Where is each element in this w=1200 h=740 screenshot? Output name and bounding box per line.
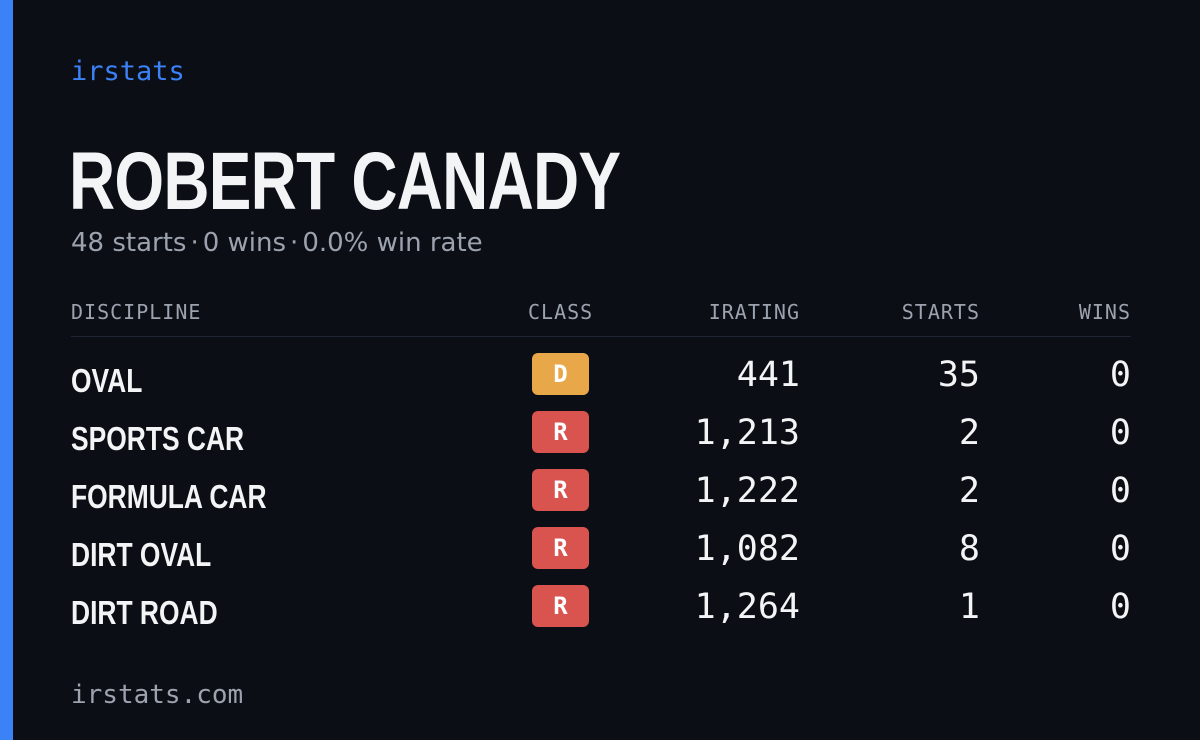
header-irating: IRATING	[708, 300, 800, 324]
license-class-badge: R	[532, 411, 589, 453]
wins-value: 0	[1109, 529, 1131, 569]
win-rate: 0.0% win rate	[302, 228, 483, 258]
discipline-name: DIRT OVAL	[71, 536, 212, 573]
brand-logo-text: irstats	[71, 56, 185, 87]
wins-count: 0 wins	[202, 228, 287, 258]
starts-count: 48 starts	[71, 228, 187, 258]
header-class: CLASS	[528, 300, 594, 324]
table-row: DIRT ROAD R 1,264 1 0	[71, 585, 1131, 643]
discipline-name: DIRT ROAD	[71, 594, 218, 631]
header-wins: WINS	[1078, 300, 1131, 324]
wins-value: 0	[1109, 471, 1131, 511]
table-body: OVAL D 441 35 0 SPORTS CAR R 1,213 2 0 F…	[71, 337, 1131, 643]
header-discipline: DISCIPLINE	[71, 300, 202, 324]
irating-value: 1,264	[694, 587, 800, 627]
wins-value: 0	[1109, 355, 1131, 395]
wins-value: 0	[1109, 587, 1131, 627]
irating-value: 1,082	[694, 529, 800, 569]
table-row: FORMULA CAR R 1,222 2 0	[71, 469, 1131, 527]
discipline-name: SPORTS CAR	[71, 420, 245, 457]
starts-value: 35	[937, 355, 980, 395]
discipline-name: FORMULA CAR	[71, 478, 267, 515]
discipline-name: OVAL	[71, 362, 143, 399]
separator: ·	[190, 228, 199, 258]
license-class-badge: R	[532, 469, 589, 511]
table-row: DIRT OVAL R 1,082 8 0	[71, 527, 1131, 585]
license-class-badge: R	[532, 527, 589, 569]
stats-table: DISCIPLINE CLASS IRATING STARTS WINS OVA…	[71, 298, 1131, 643]
player-summary: 48 starts · 0 wins · 0.0% win rate	[71, 228, 483, 258]
separator: ·	[290, 228, 299, 258]
license-class-badge: D	[532, 353, 589, 395]
starts-value: 8	[958, 529, 980, 569]
accent-bar	[0, 0, 13, 740]
header-starts: STARTS	[901, 300, 980, 324]
table-row: OVAL D 441 35 0	[71, 353, 1131, 411]
irating-value: 441	[736, 355, 800, 395]
wins-value: 0	[1109, 413, 1131, 453]
starts-value: 2	[958, 413, 980, 453]
footer-url: irstats.com	[71, 680, 244, 710]
starts-value: 1	[958, 587, 980, 627]
license-class-badge: R	[532, 585, 589, 627]
irating-value: 1,213	[694, 413, 800, 453]
table-header: DISCIPLINE CLASS IRATING STARTS WINS	[71, 298, 1131, 337]
irating-value: 1,222	[694, 471, 800, 511]
starts-value: 2	[958, 471, 980, 511]
table-row: SPORTS CAR R 1,213 2 0	[71, 411, 1131, 469]
player-name: ROBERT CANADY	[69, 136, 621, 227]
